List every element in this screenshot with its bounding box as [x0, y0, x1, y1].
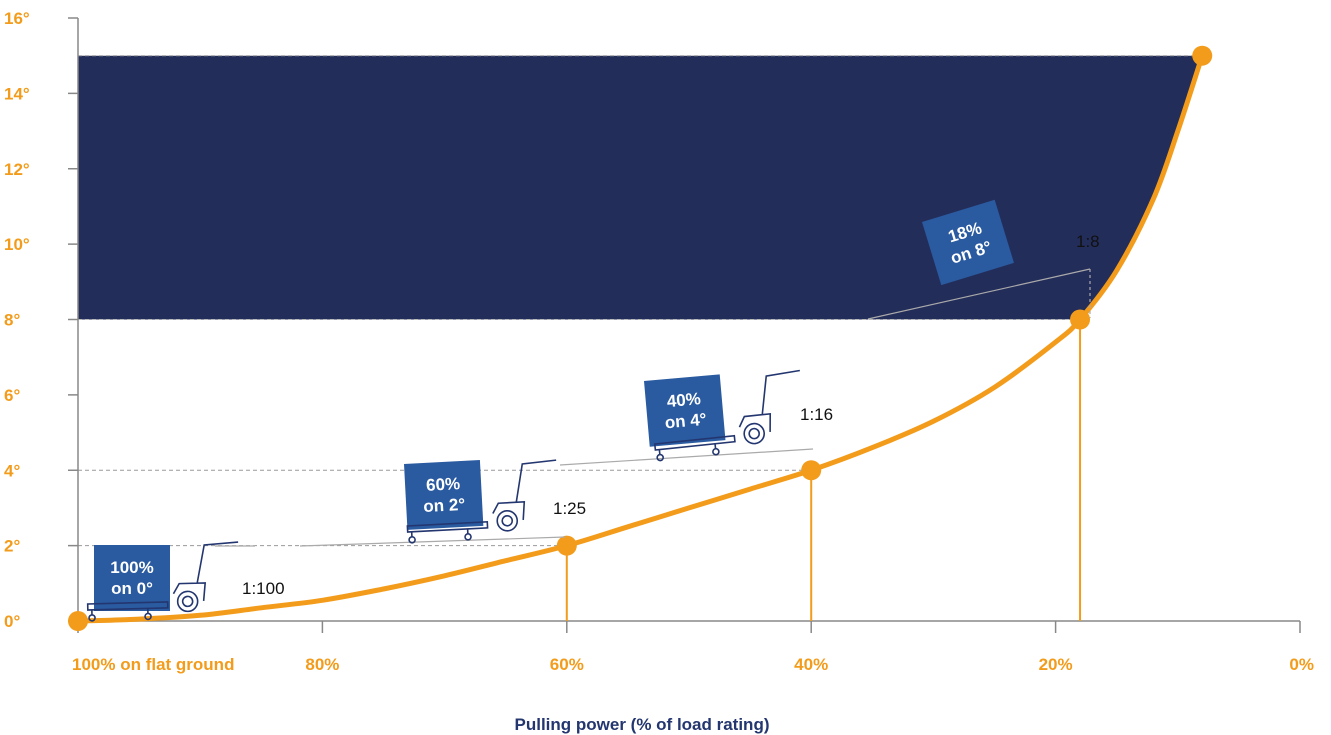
y-tick-label: 2° — [4, 537, 20, 556]
trolley-wheel — [464, 533, 472, 541]
axes-layer: 0° 2° 4° 6° 8° 10° 12° 14° 16° 100% on flat groun… — [4, 9, 1314, 674]
badge-box — [94, 545, 170, 611]
shaded-band-layer — [78, 55, 1203, 320]
data-point-2 — [801, 460, 822, 481]
y-tick-label: 0° — [4, 612, 20, 631]
ratio-label-3: 1:8 — [1076, 232, 1100, 251]
trolley-deck — [653, 434, 736, 451]
badge-text: 100% — [110, 558, 153, 577]
tug-hub — [748, 427, 760, 440]
y-tick-label: 12° — [4, 160, 30, 179]
x-tick-label: 100% on flat ground — [72, 655, 234, 674]
x-tick-label: 80% — [305, 655, 339, 674]
y-tick-label: 4° — [4, 461, 20, 480]
incline-line — [559, 448, 814, 466]
data-point-end — [1192, 45, 1213, 66]
tug-wheel — [743, 422, 765, 445]
tug-trolley-icon — [653, 369, 800, 462]
badge-box — [404, 460, 484, 530]
data-point-3 — [1070, 309, 1091, 330]
tug-handle — [172, 541, 239, 602]
trolley-deck — [406, 520, 489, 533]
trolley-leg — [658, 449, 661, 455]
shaded-band — [78, 55, 1203, 320]
trolley-wheel — [88, 614, 96, 622]
y-tick-label: 10° — [4, 235, 30, 254]
x-axis-title: Pulling power (% of load rating) — [515, 715, 770, 734]
badge-2: 40%on 4° — [644, 374, 726, 447]
badge-3: 18%on 8° — [922, 199, 1014, 286]
badge-text: on 4° — [664, 410, 707, 433]
ratio-label-1: 1:25 — [553, 499, 586, 518]
trolley-leg — [714, 443, 717, 449]
y-tick-label: 6° — [4, 386, 20, 405]
tug-trolley-icon — [406, 459, 557, 544]
tug-hub — [501, 514, 514, 527]
tug-handle — [492, 459, 557, 520]
tug-trolley-icon — [86, 541, 239, 622]
badge-text: 40% — [666, 389, 702, 411]
annotations-layer: 100% on 0° 1:100 60%on 2° 1:25 40%on 4° 1:16 18… — [86, 199, 1100, 622]
trolley-wheel — [144, 612, 152, 621]
badge-box — [644, 374, 726, 447]
trolley-wheel — [656, 453, 664, 462]
badge-box — [922, 199, 1014, 286]
tug-wheel — [176, 590, 199, 613]
y-tick-label: 14° — [4, 84, 30, 103]
badge-text: on 2° — [423, 495, 466, 516]
x-tick-label: 40% — [794, 655, 828, 674]
badge-0: 100% on 0° — [94, 545, 170, 611]
badge-text: 60% — [426, 474, 461, 495]
x-tick-label: 20% — [1039, 655, 1073, 674]
incline-line — [299, 536, 566, 547]
tug-hub — [181, 595, 194, 608]
data-point-1 — [556, 535, 577, 556]
ratio-label-0: 1:100 — [242, 579, 285, 598]
x-tick-label: 60% — [550, 655, 584, 674]
tug-wheel — [496, 509, 519, 532]
curve-layer — [68, 45, 1213, 631]
trolley-deck — [86, 601, 169, 611]
incline-line — [867, 268, 1091, 320]
trolley-wheel — [408, 535, 416, 544]
tug-handle — [738, 369, 800, 432]
y-tick-label: 8° — [4, 311, 20, 330]
y-tick-label: 16° — [4, 9, 30, 28]
pulling-power-curve — [75, 53, 1205, 624]
badge-text: on 0° — [111, 579, 153, 598]
ratio-label-2: 1:16 — [800, 405, 833, 424]
x-tick-label: 0% — [1289, 655, 1314, 674]
data-point-0 — [68, 611, 88, 631]
badge-1: 60%on 2° — [404, 460, 484, 530]
trolley-wheel — [712, 447, 720, 456]
